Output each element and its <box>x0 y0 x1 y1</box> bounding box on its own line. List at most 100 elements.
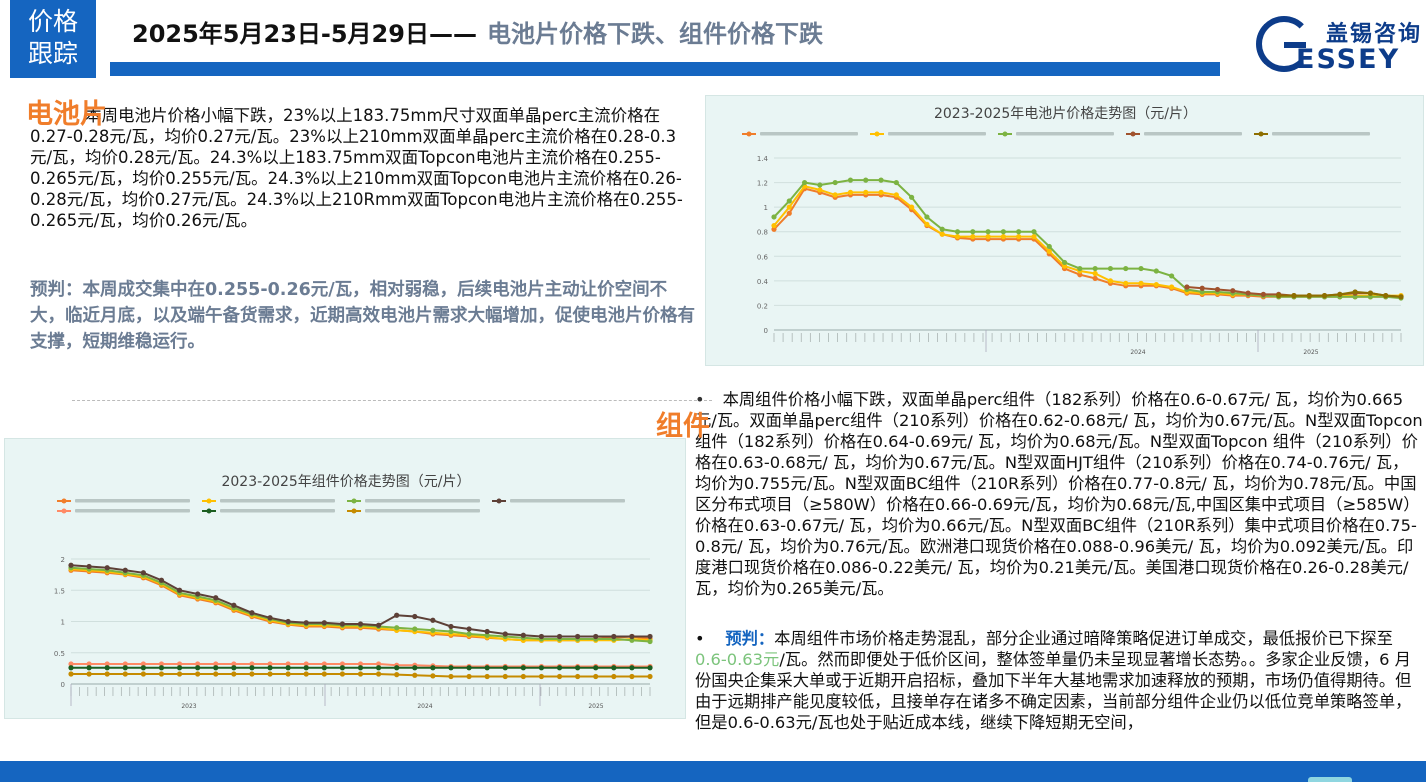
data-point <box>213 665 219 671</box>
data-point <box>394 625 400 631</box>
data-point <box>538 633 545 640</box>
data-point <box>1153 281 1159 288</box>
data-point <box>1276 293 1282 299</box>
data-point <box>629 633 635 640</box>
data-point <box>448 665 454 671</box>
legend-marker <box>206 498 212 504</box>
data-point <box>394 612 400 618</box>
data-point <box>375 665 382 671</box>
legend-marker <box>746 131 752 137</box>
data-point <box>357 661 364 667</box>
data-point <box>909 204 915 210</box>
footer-bar <box>0 761 1426 782</box>
legend-label-placeholder <box>1272 132 1370 136</box>
data-point <box>357 665 364 671</box>
data-point <box>1169 284 1175 290</box>
data-point <box>817 187 823 193</box>
legend-label-placeholder <box>220 509 335 513</box>
data-point <box>68 661 74 667</box>
data-point <box>448 673 454 680</box>
x-group-label: 2024 <box>1130 349 1145 356</box>
logo-g-bar <box>1284 42 1306 48</box>
data-point <box>847 189 854 195</box>
module-price-text: • 本周组件价格小幅下跌，双面单晶perc组件（182系列）价格在0.6-0.67… <box>695 389 1423 599</box>
data-point <box>771 214 777 220</box>
data-point <box>412 613 418 620</box>
data-point <box>786 210 792 216</box>
data-point <box>394 672 400 678</box>
data-point <box>817 182 823 188</box>
data-point <box>520 665 526 671</box>
y-tick-label: 1.5 <box>54 587 65 595</box>
data-point <box>285 671 291 677</box>
data-point <box>593 665 599 671</box>
data-point <box>158 577 165 583</box>
gessey-logo: 盖锡咨询 ESSEY <box>1256 14 1422 76</box>
data-point <box>1230 288 1236 294</box>
x-group-label: 2024 <box>417 703 432 710</box>
data-point <box>430 627 436 633</box>
data-point <box>1245 290 1251 296</box>
data-point <box>430 665 436 671</box>
data-point <box>1046 243 1052 250</box>
y-tick-label: 2 <box>61 556 65 564</box>
data-point <box>375 671 382 677</box>
data-point <box>339 671 346 677</box>
data-point <box>1031 234 1037 240</box>
data-point <box>267 615 273 621</box>
data-point <box>1092 270 1098 277</box>
data-point <box>1306 293 1312 299</box>
data-point <box>303 620 309 626</box>
data-point <box>629 673 635 680</box>
data-point <box>412 665 418 671</box>
data-point <box>321 661 327 667</box>
data-point <box>647 633 653 640</box>
data-point <box>909 194 915 200</box>
legend-marker <box>1258 131 1264 137</box>
section-divider <box>72 400 712 401</box>
data-point <box>267 665 273 671</box>
data-point <box>339 621 346 627</box>
data-point <box>954 234 961 240</box>
data-point <box>122 665 128 671</box>
page-title: 2025年5月23日-5月29日—— 电池片价格下跌、组件价格下跌 <box>132 14 823 49</box>
data-point <box>484 673 490 680</box>
legend-marker <box>351 498 357 504</box>
data-point <box>970 229 976 235</box>
logo-g-mark <box>1256 16 1312 72</box>
legend-marker <box>351 508 357 514</box>
data-point <box>1031 229 1037 235</box>
data-point <box>1337 291 1343 297</box>
data-point <box>1016 234 1022 240</box>
data-point <box>122 671 128 677</box>
data-point <box>502 631 508 637</box>
data-point <box>158 661 165 667</box>
legend-label-placeholder <box>75 509 190 513</box>
legend-label-placeholder <box>1144 132 1242 136</box>
data-point <box>538 673 545 680</box>
legend-label-placeholder <box>220 499 335 503</box>
data-point <box>924 214 930 220</box>
data-point <box>502 673 508 680</box>
data-point <box>86 563 92 570</box>
data-point <box>430 617 436 623</box>
module-forecast-part2: /瓦。然而即便处于低价区间，整体签单量仍未呈现显著增长态势。。多家企业反馈，6 … <box>695 650 1412 732</box>
data-point <box>1107 278 1114 284</box>
data-point <box>611 665 617 671</box>
module-forecast-price: 0.6-0.63元 <box>695 650 780 669</box>
y-tick-label: 0 <box>764 327 768 335</box>
data-point <box>249 671 255 677</box>
x-group-label: 2025 <box>1303 349 1318 356</box>
data-point <box>104 671 110 677</box>
data-point <box>158 665 165 671</box>
data-point <box>231 671 237 677</box>
data-point <box>985 234 991 240</box>
data-point <box>647 665 653 671</box>
logo-english-text: ESSEY <box>1296 44 1401 75</box>
module-price-chart: 2023-2025年组件价格走势图（元/片） 0 0.5 1 1.5 2 2023 2024 2… <box>4 438 686 719</box>
data-point <box>629 637 635 643</box>
data-point <box>122 567 128 573</box>
module-forecast-part1: 本周组件市场价格走势混乱，部分企业通过暗降策略促进订单成交，最低报价已下探至 <box>774 629 1393 648</box>
data-point <box>195 665 201 671</box>
data-point <box>1000 234 1006 240</box>
